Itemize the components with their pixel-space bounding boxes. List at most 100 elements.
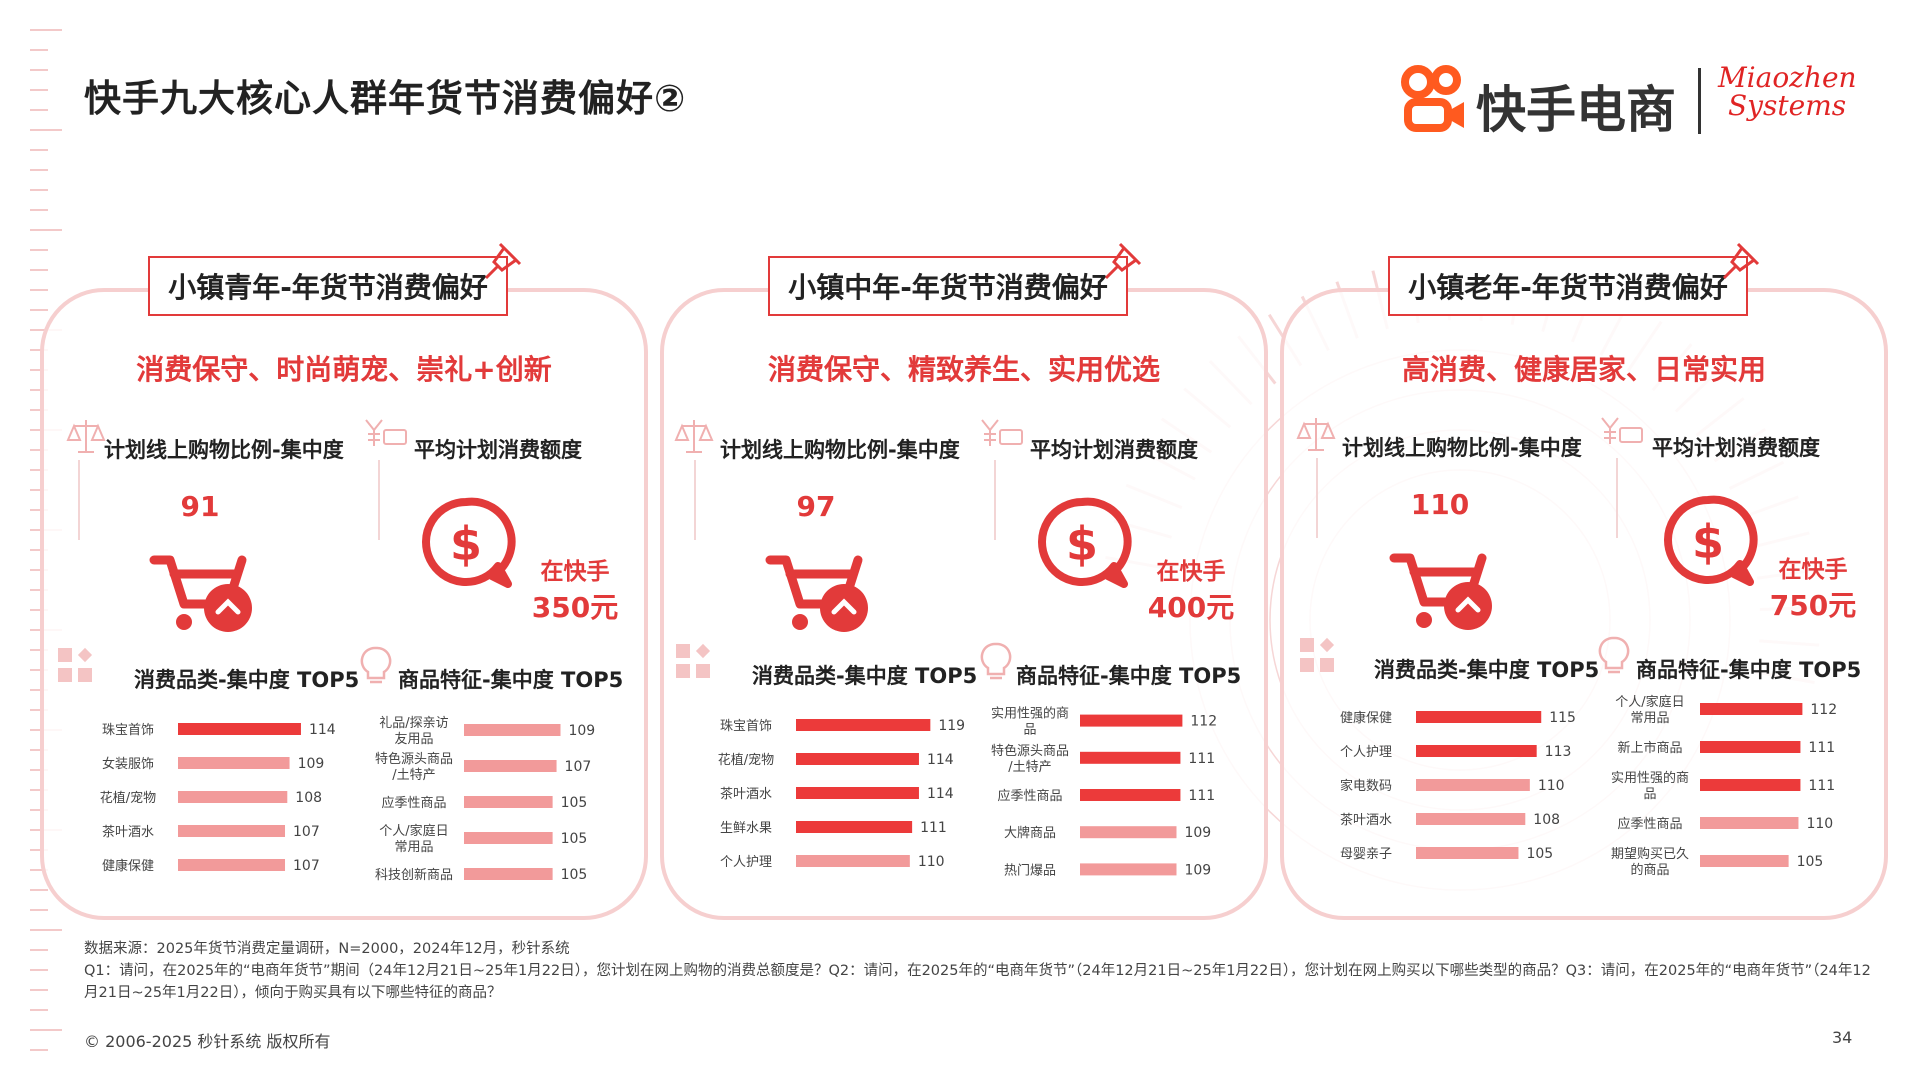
panel-senior-title: 小镇老年-年货节消费偏好 [1388,256,1748,316]
bar [1080,751,1181,764]
category-label: 应季性商品 [1617,816,1682,832]
bar [796,855,910,867]
panel-senior-on-kuaishou-label: 在快手 [1778,557,1848,583]
panel-middle-feature-label: 商品特征-集中度 TOP5 [1016,664,1242,688]
bar-value-label: 112 [1190,714,1217,730]
pushpin-icon [484,242,522,280]
bar [796,753,919,765]
bar [1416,779,1530,791]
kuaishou-logo-icon [1401,65,1464,132]
bar [1416,847,1519,859]
chart-young-feature: 109 礼品/探亲访友用品 107 特色源头商品/土特产 105 应季性商品 105 个人/家… [375,715,595,883]
panel-senior-feature-label: 商品特征-集中度 TOP5 [1636,658,1862,682]
svg-text:$: $ [450,517,482,571]
bar-value-label: 108 [295,790,322,806]
category-label: 应季性商品 [997,788,1062,804]
bar-value-label: 109 [568,723,595,739]
bar [464,796,553,808]
chart-senior-feature: 112 个人/家庭日常用品 111 新上市商品 111 实用性强的商品 110 应季性商品 10… [1611,694,1837,878]
panel-young [40,288,648,920]
bar [796,821,913,833]
bar-value-label: 107 [293,858,320,874]
grid-blocks-icon [676,643,711,678]
bar-value-label: 111 [1188,751,1215,767]
grid-blocks-icon [1300,637,1335,672]
category-label: 家电数码 [1340,778,1392,794]
brand-divider [1698,68,1701,134]
category-label: 花植/宠物 [718,752,774,768]
panel-young-online-index: 91 [180,490,220,523]
panel-young-category-label: 消费品类-集中度 TOP5 [134,668,360,692]
balance-scale-icon [66,420,106,453]
bar-value-label: 114 [927,752,954,768]
chart-middle-feature: 112 实用性强的商品 111 特色源头商品/土特产 111 应季性商品 109 大牌商品 10… [991,706,1217,879]
bar-value-label: 110 [1806,816,1833,832]
bar [1080,714,1183,727]
chart-young-category: 114 珠宝首饰 109 女装服饰 108 花植/宠物 107 茶叶酒水 107 健康保健 [100,722,336,874]
balance-scale-icon [674,420,714,453]
bar-value-label: 105 [1797,854,1824,870]
panel-middle-online-ratio-label: 计划线上购物比例-集中度 [720,438,960,462]
category-label: 生鲜水果 [720,821,772,836]
bar-value-label: 111 [920,820,947,836]
chart-middle-category: 119 珠宝首饰 114 花植/宠物 114 茶叶酒水 111 生鲜水果 110 个人护理 [718,718,965,870]
bar [178,757,290,769]
category-label: 期望购买已久的商品 [1611,846,1689,878]
category-label: 健康保健 [1340,710,1392,726]
bar [1700,703,1803,715]
bar [178,825,286,837]
panel-middle-avg-spend-label: 平均计划消费额度 [1030,438,1198,462]
bar-value-label: 110 [1538,778,1565,794]
category-label: 大牌商品 [1004,825,1056,841]
panel-young-feature-label: 商品特征-集中度 TOP5 [398,668,624,692]
category-label: 母婴亲子 [1340,847,1392,862]
bar [1700,817,1799,829]
category-label: 茶叶酒水 [102,824,154,840]
bar-value-label: 105 [561,867,588,883]
lightbulb-icon [1598,636,1630,674]
bar-value-label: 114 [309,722,336,738]
panel-young-online-ratio-label: 计划线上购物比例-集中度 [104,438,344,462]
chart-senior-category: 115 健康保健 113 个人护理 110 家电数码 108 茶叶酒水 105 母婴亲子 [1340,710,1576,862]
bar-value-label: 114 [927,786,954,802]
divider-line [1616,458,1618,538]
bar [464,724,561,736]
bar [464,760,557,772]
brand-kuaishou-text: 快手电商 [1476,81,1676,139]
bar-value-label: 111 [1188,788,1215,804]
bar-value-label: 111 [1808,740,1835,756]
bar-value-label: 112 [1810,702,1837,718]
bar [178,723,301,735]
bar [1700,779,1801,791]
grid-blocks-icon [58,647,93,682]
category-label: 实用性强的商品 [1611,770,1689,802]
panel-senior [1280,288,1888,920]
panel-senior-online-ratio-label: 计划线上购物比例-集中度 [1342,436,1582,460]
copyright: © 2006-2025 秒针系统 版权所有 [84,1032,331,1051]
category-label: 特色源头商品/土特产 [375,751,453,783]
category-label: 热门爆品 [1004,863,1056,878]
panel-middle-avg-spend-value: 400元 [1147,591,1235,624]
dollar-chat-icon: $ [1038,497,1132,588]
category-label: 珠宝首饰 [720,719,772,734]
bar [1416,711,1542,723]
bar-value-label: 107 [565,759,592,775]
bar-value-label: 113 [1545,744,1572,760]
bar-value-label: 119 [938,718,965,734]
category-label: 应季性商品 [381,795,446,811]
shopping-cart-icon [149,555,252,632]
bar-value-label: 105 [561,831,588,847]
svg-text:$: $ [1066,517,1098,571]
bar [178,859,286,871]
bar [1416,813,1526,825]
panel-middle-slogan: 消费保守、精致养生、实用优选 [767,353,1160,386]
bar [1080,863,1177,876]
footnote-questions: Q1：请问，在2025年的“电商年货节”期间（24年12月21日~25年1月22… [84,963,1871,1001]
panel-young-avg-spend-value: 350元 [531,591,619,624]
category-label: 礼品/探亲访友用品 [379,715,448,747]
panel-young-on-kuaishou-label: 在快手 [540,559,610,585]
bar-value-label: 109 [1184,825,1211,841]
panel-middle-online-index: 97 [796,490,836,523]
bar-value-label: 105 [561,795,588,811]
pushpin-icon [1104,242,1142,280]
